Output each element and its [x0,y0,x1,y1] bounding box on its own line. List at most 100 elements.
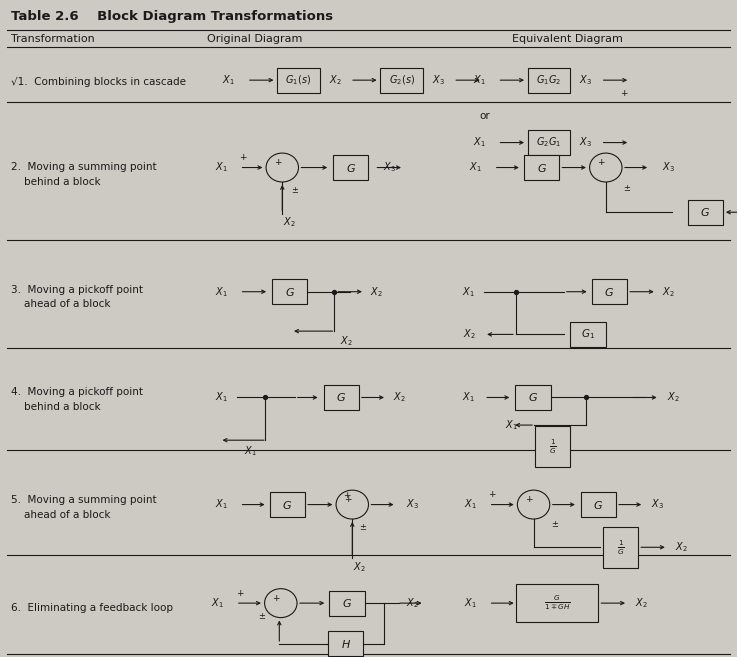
Text: $X_1$: $X_1$ [214,284,228,299]
Bar [333,155,368,180]
Text: $X_1$: $X_1$ [464,497,477,512]
Text: ±: ± [360,523,366,532]
Bar [528,130,570,155]
Text: $X_2$: $X_2$ [674,540,688,555]
Text: Equivalent Diagram: Equivalent Diagram [512,34,623,44]
Text: $X_3$: $X_3$ [662,160,675,175]
Text: $G$: $G$ [593,499,604,510]
Text: $X_3$: $X_3$ [432,73,445,87]
Text: $\frac{1}{G}$: $\frac{1}{G}$ [617,538,624,556]
Text: $X_3$: $X_3$ [579,135,593,150]
Text: √1.  Combining blocks in cascade: √1. Combining blocks in cascade [11,77,186,87]
Text: $X_1$: $X_1$ [469,160,482,175]
Bar [270,492,305,517]
Text: +: + [273,158,281,167]
Text: $X_2$: $X_2$ [393,390,406,405]
Bar [516,584,598,622]
Text: 3.  Moving a pickoff point
    ahead of a block: 3. Moving a pickoff point ahead of a blo… [11,284,143,309]
Text: +: + [236,589,243,598]
Bar [535,426,570,467]
Text: $X_1$: $X_1$ [472,135,486,150]
Text: $G$: $G$ [700,206,710,218]
Text: $X_1$: $X_1$ [472,73,486,87]
Text: +: + [343,491,350,500]
Text: $X_2$: $X_2$ [666,390,680,405]
Text: $X_1$: $X_1$ [214,390,228,405]
Text: $X_3$: $X_3$ [383,160,396,175]
Text: +: + [525,495,532,504]
Circle shape [590,153,622,182]
Text: +: + [489,490,496,499]
Bar [329,591,365,616]
Text: 2.  Moving a summing point
    behind a block: 2. Moving a summing point behind a block [11,162,157,187]
Text: +: + [272,593,279,602]
Text: $\frac{1}{G}$: $\frac{1}{G}$ [549,438,556,456]
Text: $G$: $G$ [282,499,293,510]
Text: +: + [343,495,351,504]
Text: $X_1$: $X_1$ [244,444,257,459]
Text: ±: ± [551,520,558,530]
Bar [592,279,627,304]
Text: $G_1$: $G_1$ [581,327,595,342]
Text: $H$: $H$ [340,638,351,650]
Text: $\frac{G}{1\mp GH}$: $\frac{G}{1\mp GH}$ [544,594,570,612]
Text: Table 2.6    Block Diagram Transformations: Table 2.6 Block Diagram Transformations [11,10,333,23]
Bar [528,68,570,93]
Bar [277,68,320,93]
Text: $X_1$: $X_1$ [214,497,228,512]
Circle shape [517,490,550,519]
Text: +: + [621,89,628,99]
Text: or: or [479,111,490,122]
Text: $X_1$: $X_1$ [222,73,235,87]
Text: $X_1$: $X_1$ [211,596,224,610]
Text: 4.  Moving a pickoff point
    behind a block: 4. Moving a pickoff point behind a block [11,387,143,412]
Text: ±: ± [624,184,630,193]
Text: $G_1(s)$: $G_1(s)$ [285,74,312,87]
Text: $X_2$: $X_2$ [340,334,353,348]
Text: $X_2$: $X_2$ [353,560,366,574]
Text: $X_3$: $X_3$ [579,73,593,87]
Circle shape [266,153,298,182]
Bar [524,155,559,180]
Text: 6.  Eliminating a feedback loop: 6. Eliminating a feedback loop [11,602,173,613]
Text: 5.  Moving a summing point
    ahead of a block: 5. Moving a summing point ahead of a blo… [11,495,157,520]
Text: $X_2$: $X_2$ [662,284,675,299]
Text: $X_3$: $X_3$ [651,497,664,512]
Text: $X_1$: $X_1$ [461,284,475,299]
Circle shape [336,490,368,519]
Circle shape [265,589,297,618]
Text: $G$: $G$ [604,286,615,298]
Text: $G_2(s)$: $G_2(s)$ [388,74,415,87]
Bar [515,385,551,410]
Bar [581,492,616,517]
Text: ±: ± [291,186,298,195]
Text: $X_2$: $X_2$ [463,327,475,342]
Text: $G$: $G$ [336,392,346,403]
Text: Original Diagram: Original Diagram [206,34,302,44]
Bar [324,385,359,410]
Text: $X_2$: $X_2$ [635,596,648,610]
Bar [688,200,723,225]
Text: Transformation: Transformation [11,34,95,44]
Bar [570,322,606,347]
Text: +: + [240,153,247,162]
Text: $G$: $G$ [284,286,295,298]
Text: +: + [597,158,604,167]
Bar [380,68,423,93]
Bar [328,631,363,656]
Text: $G$: $G$ [537,162,547,173]
Bar [603,527,638,568]
Text: $X_1$: $X_1$ [461,390,475,405]
Text: $X_2$: $X_2$ [369,284,383,299]
Text: $X_2$: $X_2$ [329,73,342,87]
Text: $X_2$: $X_2$ [405,596,419,610]
Text: $G$: $G$ [342,597,352,609]
Text: $G_1G_2$: $G_1G_2$ [537,73,562,87]
Text: $G$: $G$ [346,162,356,173]
Bar [272,279,307,304]
Text: $X_2$: $X_2$ [283,215,296,229]
Text: ±: ± [258,612,265,622]
Text: $X_1$: $X_1$ [214,160,228,175]
Text: $X_1$: $X_1$ [506,418,518,432]
Text: $G$: $G$ [528,392,538,403]
